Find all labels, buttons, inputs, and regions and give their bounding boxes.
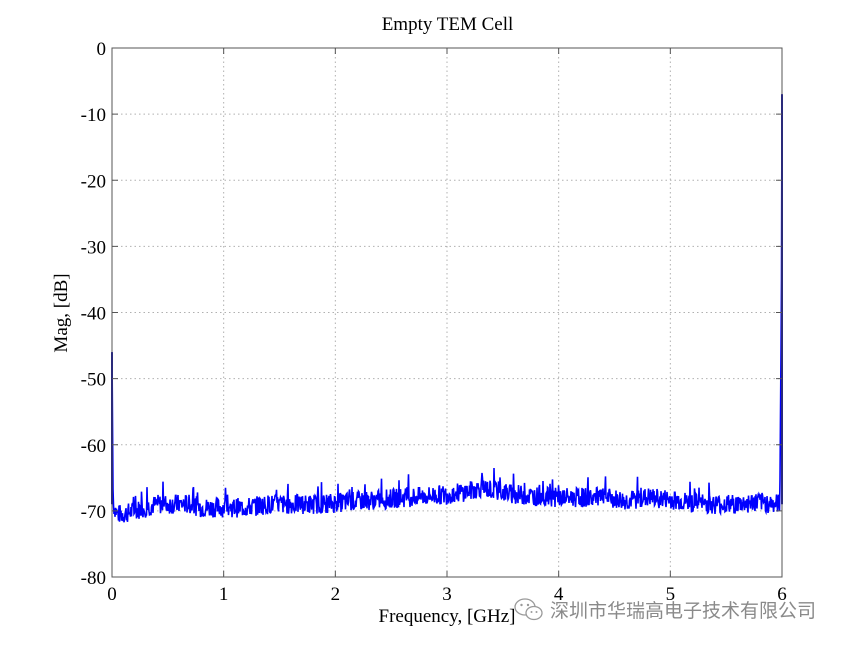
y-tick-labels: 0 -10 -20 -30 -40 -50 -60 -70 -80 bbox=[81, 39, 106, 589]
y-tick-label: -10 bbox=[81, 105, 106, 126]
x-tick-label: 2 bbox=[331, 584, 341, 605]
y-tick-label: -20 bbox=[81, 171, 106, 192]
y-tick-label: -60 bbox=[81, 436, 106, 457]
y-tick-label: -70 bbox=[81, 502, 106, 523]
wechat-icon bbox=[514, 597, 543, 620]
y-tick-label: -30 bbox=[81, 237, 106, 258]
y-tick-label: -40 bbox=[81, 304, 106, 325]
grid-lines bbox=[112, 48, 782, 577]
y-axis-label: Mag, [dB] bbox=[51, 273, 72, 353]
x-tick-label: 6 bbox=[777, 584, 787, 605]
x-tick-label: 1 bbox=[219, 584, 229, 605]
y-tick-label: -80 bbox=[81, 568, 106, 589]
axis-ticks bbox=[111, 47, 783, 578]
chart-title: Empty TEM Cell bbox=[381, 14, 514, 35]
x-tick-label: 3 bbox=[442, 584, 452, 605]
x-tick-label: 5 bbox=[666, 584, 676, 605]
x-tick-label: 0 bbox=[107, 584, 117, 605]
watermark: 深圳市华瑞高电子技术有限公司 bbox=[514, 596, 816, 623]
x-tick-label: 4 bbox=[554, 584, 564, 605]
y-tick-label: 0 bbox=[97, 39, 107, 60]
x-tick-labels: 0 1 2 3 4 5 6 bbox=[107, 584, 787, 605]
y-tick-label: -50 bbox=[81, 370, 106, 391]
watermark-text: 深圳市华瑞高电子技术有限公司 bbox=[550, 600, 817, 622]
x-axis-label: Frequency, [GHz] bbox=[378, 606, 516, 627]
